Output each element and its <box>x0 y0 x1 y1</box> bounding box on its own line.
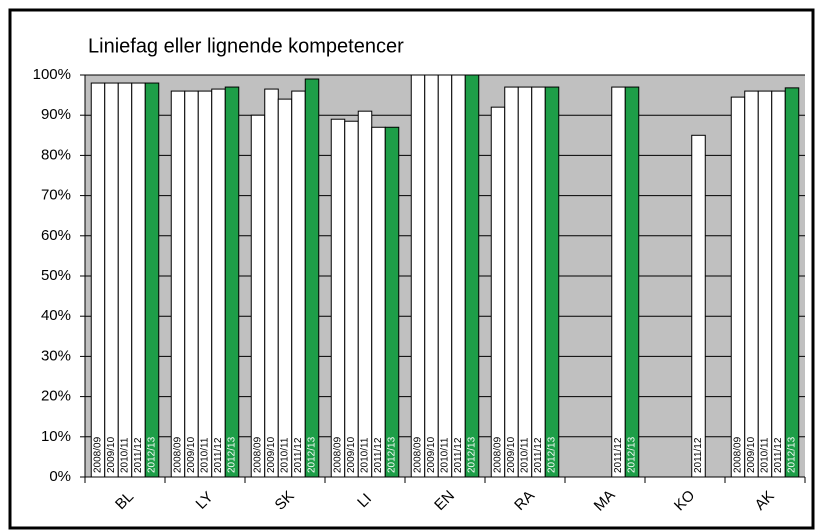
y-tick-label: 60% <box>41 227 71 244</box>
bar-series-label: 2010/11 <box>760 437 771 473</box>
bar <box>451 74 466 478</box>
bar <box>410 74 426 478</box>
y-tick-label: 0% <box>49 468 71 485</box>
bar <box>517 86 533 478</box>
bar <box>277 98 293 478</box>
bar <box>264 88 279 478</box>
bar-series-label: 2010/11 <box>520 437 531 473</box>
y-tick-label: 50% <box>41 267 71 284</box>
bar-series-label: 2009/10 <box>266 436 277 473</box>
bar <box>250 114 266 478</box>
bar-series-label: 2012/13 <box>227 436 238 473</box>
bar <box>504 86 519 478</box>
bar <box>784 87 800 478</box>
bar-series-label: 2011/12 <box>133 437 144 473</box>
bar <box>757 90 773 478</box>
bar-series-label: 2010/11 <box>280 437 291 473</box>
y-tick-label: 40% <box>41 307 71 324</box>
bar <box>330 118 346 478</box>
bar-series-label: 2011/12 <box>773 437 784 473</box>
bar <box>544 86 560 478</box>
y-tick-label: 90% <box>41 106 71 123</box>
bar-series-label: 2009/10 <box>186 436 197 473</box>
y-tick-label: 10% <box>41 428 71 445</box>
bar <box>490 106 506 478</box>
bar <box>304 78 320 478</box>
bar <box>170 90 186 478</box>
y-tick-label: 30% <box>41 347 71 364</box>
bar <box>371 126 386 478</box>
bar <box>104 82 119 478</box>
bar-series-label: 2012/13 <box>787 436 798 473</box>
bar <box>131 82 146 478</box>
y-tick-label: 80% <box>41 146 71 163</box>
bar <box>437 74 453 478</box>
bar <box>144 82 160 478</box>
bar-series-label: 2011/12 <box>533 437 544 473</box>
bar <box>691 134 706 478</box>
bar <box>384 126 400 478</box>
bar <box>464 74 480 478</box>
bar <box>184 90 199 478</box>
bar-series-label: 2011/12 <box>293 437 304 473</box>
bar-series-label: 2008/09 <box>493 436 504 473</box>
bar <box>357 110 373 478</box>
y-tick-label: 70% <box>41 187 71 204</box>
bar-series-label: 2011/12 <box>213 437 224 473</box>
bar-series-label: 2008/09 <box>733 436 744 473</box>
y-tick-label: 20% <box>41 388 71 405</box>
bar-series-label: 2009/10 <box>346 436 357 473</box>
bar <box>771 90 786 478</box>
bar <box>611 86 626 478</box>
bar <box>224 86 240 478</box>
bar-series-label: 2010/11 <box>360 437 371 473</box>
bar-series-label: 2012/13 <box>467 436 478 473</box>
bar-series-label: 2010/11 <box>200 437 211 473</box>
bar <box>730 96 746 478</box>
bar <box>197 90 213 478</box>
bar-series-label: 2011/12 <box>373 437 384 473</box>
bar <box>531 86 546 478</box>
bar-series-label: 2008/09 <box>173 436 184 473</box>
chart-title: Liniefag eller lignende kompetencer <box>88 35 404 57</box>
bar-series-label: 2012/13 <box>387 436 398 473</box>
bar-series-label: 2012/13 <box>627 436 638 473</box>
bar-series-label: 2009/10 <box>106 436 117 473</box>
bar-series-label: 2009/10 <box>746 436 757 473</box>
bar-series-label: 2011/12 <box>693 437 704 473</box>
bar-series-label: 2008/09 <box>413 436 424 473</box>
bar <box>344 120 359 478</box>
bar <box>90 82 106 478</box>
bar-series-label: 2012/13 <box>147 436 158 473</box>
bar-series-label: 2008/09 <box>93 436 104 473</box>
bar <box>291 90 306 478</box>
bar-series-label: 2012/13 <box>307 436 318 473</box>
bar-series-label: 2012/13 <box>547 436 558 473</box>
y-tick-label: 100% <box>33 66 71 83</box>
bar <box>624 86 640 478</box>
bar <box>117 82 133 478</box>
bar-series-label: 2008/09 <box>253 436 264 473</box>
bar-series-label: 2008/09 <box>333 436 344 473</box>
bar <box>744 90 759 478</box>
bar-series-label: 2011/12 <box>613 437 624 473</box>
bar <box>424 74 439 478</box>
bar <box>211 88 226 478</box>
bar-series-label: 2009/10 <box>506 436 517 473</box>
bar-series-label: 2011/12 <box>453 437 464 473</box>
bar-series-label: 2010/11 <box>440 437 451 473</box>
bar-series-label: 2010/11 <box>120 437 131 473</box>
bar-series-label: 2009/10 <box>426 436 437 473</box>
